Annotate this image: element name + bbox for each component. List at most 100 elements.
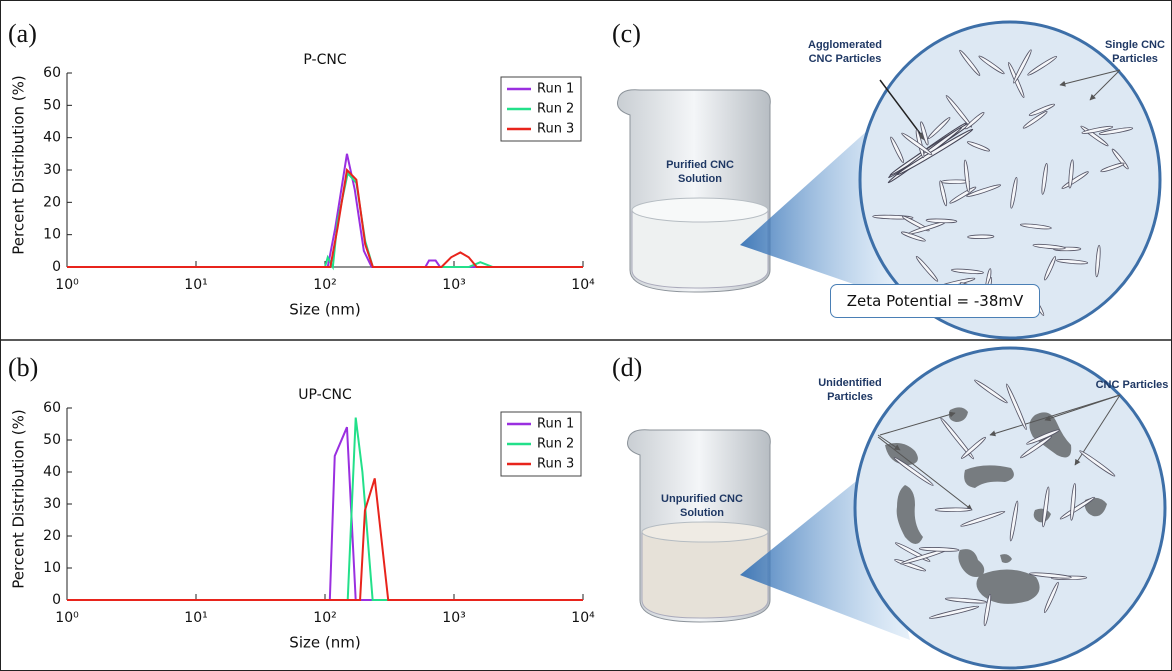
cnc-particle bbox=[966, 184, 1002, 197]
cnc-particle bbox=[918, 547, 960, 552]
series-line bbox=[67, 171, 583, 271]
y-tick-label: 40 bbox=[43, 130, 61, 146]
pointer bbox=[1059, 69, 1121, 87]
unidentified-label: Unidentified Particles bbox=[818, 377, 882, 403]
pointer bbox=[879, 411, 956, 436]
y-tick-label: 30 bbox=[43, 162, 61, 178]
legend-label: Run 1 bbox=[537, 82, 574, 97]
beaker bbox=[627, 429, 771, 623]
series-line bbox=[67, 153, 583, 268]
chart-title: P-CNC bbox=[303, 52, 346, 68]
y-tick-label: 0 bbox=[52, 592, 61, 608]
cnc-particle bbox=[1059, 496, 1095, 520]
cnc-particle bbox=[1079, 450, 1116, 477]
x-tick-label: 10⁰ bbox=[55, 610, 79, 626]
chart-title: UP-CNC bbox=[298, 387, 352, 403]
cnc-particle bbox=[966, 141, 991, 152]
cnc-particle bbox=[1028, 103, 1056, 116]
y-tick-label: 60 bbox=[43, 65, 61, 81]
legend-label: Run 2 bbox=[537, 102, 574, 117]
cnc-particle bbox=[890, 136, 904, 163]
panel-label: (b) bbox=[8, 353, 38, 382]
y-tick-label: 10 bbox=[43, 227, 61, 243]
cnc-particle bbox=[900, 231, 926, 242]
x-tick-label: 10³ bbox=[442, 610, 465, 626]
agglomerated-label: Agglomerated CNC Particles bbox=[808, 39, 882, 65]
cnc-particle bbox=[1005, 383, 1027, 430]
cnc-particle bbox=[1098, 127, 1134, 135]
cnc-particle bbox=[1010, 176, 1018, 209]
y-axis-label: Percent Distribution (%) bbox=[10, 409, 28, 588]
cnc-particle bbox=[1081, 125, 1114, 134]
y-tick-label: 20 bbox=[43, 194, 61, 210]
cnc-particle bbox=[1068, 159, 1074, 189]
cnc-particle bbox=[1013, 49, 1032, 84]
legend-label: Run 1 bbox=[537, 417, 574, 432]
pointer bbox=[877, 434, 901, 451]
x-tick-label: 10⁴ bbox=[571, 277, 595, 293]
panel-label: (d) bbox=[612, 353, 642, 382]
cnc-label: CNC Particles bbox=[1095, 379, 1169, 391]
cnc-particle bbox=[963, 159, 970, 193]
legend-label: Run 3 bbox=[537, 457, 574, 472]
solution-label: Purified CNC Solution bbox=[666, 159, 734, 185]
y-axis-label: Percent Distribution (%) bbox=[10, 75, 28, 254]
cnc-particle bbox=[959, 49, 981, 76]
cnc-particle bbox=[1026, 429, 1060, 445]
legend-label: Run 3 bbox=[537, 122, 574, 137]
x-tick-label: 10¹ bbox=[184, 610, 207, 626]
panel-label: (c) bbox=[612, 19, 641, 48]
cnc-particle bbox=[1056, 259, 1089, 265]
cnc-particle bbox=[1032, 243, 1066, 250]
cnc-particle bbox=[925, 218, 958, 224]
x-axis-label: Size (nm) bbox=[289, 634, 360, 652]
cnc-particle bbox=[1044, 256, 1056, 281]
x-tick-label: 10⁰ bbox=[55, 277, 79, 293]
y-tick-label: 50 bbox=[43, 432, 61, 448]
series-line bbox=[67, 478, 583, 601]
zoom-circle bbox=[853, 346, 1167, 670]
pointer bbox=[1089, 69, 1121, 101]
y-tick-label: 50 bbox=[43, 97, 61, 113]
cnc-particle bbox=[928, 605, 980, 619]
x-tick-label: 10² bbox=[313, 277, 336, 293]
cnc-particle bbox=[1041, 163, 1048, 195]
x-tick-label: 10² bbox=[313, 610, 336, 626]
y-tick-label: 10 bbox=[43, 560, 61, 576]
pointer bbox=[989, 394, 1121, 437]
beaker bbox=[617, 89, 771, 293]
legend-label: Run 2 bbox=[537, 437, 574, 452]
cnc-particle bbox=[1009, 500, 1019, 542]
cnc-particle bbox=[1022, 111, 1048, 129]
cnc-particle bbox=[1019, 223, 1052, 230]
cnc-particle bbox=[893, 457, 934, 486]
cnc-particle bbox=[967, 234, 995, 239]
y-tick-label: 60 bbox=[43, 400, 61, 416]
cnc-particle bbox=[945, 95, 973, 128]
cnc-particle bbox=[1100, 162, 1125, 173]
single-label: Single CNC Particles bbox=[1105, 39, 1165, 65]
cnc-particle bbox=[951, 268, 984, 275]
cnc-particle bbox=[934, 507, 973, 512]
cnc-particle bbox=[920, 121, 929, 146]
cnc-particle bbox=[901, 132, 933, 156]
y-tick-label: 40 bbox=[43, 464, 61, 480]
cnc-particle bbox=[983, 593, 992, 627]
y-tick-label: 20 bbox=[43, 528, 61, 544]
x-tick-label: 10³ bbox=[442, 277, 465, 293]
cnc-particle bbox=[960, 510, 1006, 527]
x-tick-label: 10⁴ bbox=[571, 610, 595, 626]
particles bbox=[893, 379, 1116, 627]
cnc-particle bbox=[1020, 435, 1052, 459]
zeta-potential: Zeta Potential = -38mV bbox=[830, 284, 1040, 318]
pointer bbox=[1044, 394, 1121, 422]
cnc-particle bbox=[974, 379, 1008, 404]
cnc-particle bbox=[1044, 581, 1059, 613]
series-line bbox=[67, 167, 583, 268]
solution-label: Unpurified CNC Solution bbox=[661, 493, 743, 519]
cnc-particle bbox=[1042, 486, 1050, 528]
pointer bbox=[877, 436, 973, 511]
cnc-particle bbox=[940, 417, 975, 460]
